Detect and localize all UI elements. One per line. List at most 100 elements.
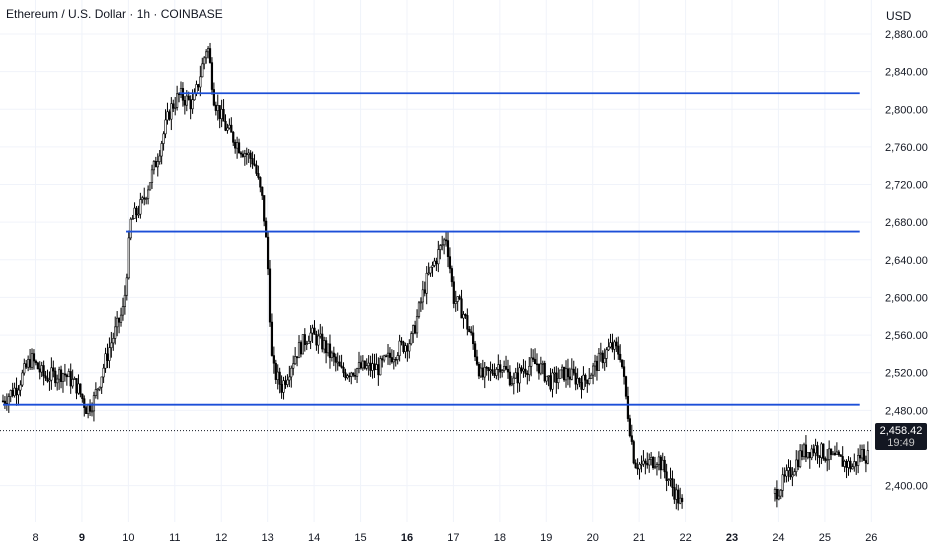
candle-body	[226, 127, 229, 131]
candle-body	[176, 93, 179, 108]
currency-label[interactable]: USD	[886, 9, 912, 23]
candle-body	[112, 338, 115, 344]
candle-body	[781, 474, 784, 491]
candle-body	[388, 352, 392, 358]
candle-body	[632, 441, 635, 464]
candle-body	[156, 161, 159, 168]
candle-body	[344, 372, 347, 379]
candle-body	[359, 362, 363, 369]
candle-body	[106, 353, 109, 361]
candle-body	[321, 333, 324, 350]
candle-body	[352, 372, 355, 376]
candle-body	[214, 104, 217, 111]
y-tick-label: 2,720.00	[885, 180, 928, 192]
candle-body	[613, 341, 616, 350]
x-tick-label: 11	[169, 532, 180, 544]
candle-body	[208, 48, 212, 63]
candle-body	[481, 367, 484, 378]
candle-body	[595, 360, 599, 371]
candle-body	[181, 88, 185, 101]
candle-body	[853, 461, 856, 468]
candle-body	[19, 384, 22, 391]
x-tick-label: 16	[401, 532, 413, 544]
candle-body	[81, 393, 84, 400]
candle-body	[640, 463, 643, 466]
candle-body	[800, 450, 804, 457]
candle-body	[785, 470, 788, 477]
candle-body	[417, 302, 421, 317]
candle-body	[125, 277, 128, 296]
candle-body	[793, 471, 796, 476]
candle-body	[102, 367, 105, 378]
candle-body	[607, 346, 610, 351]
candle-body	[473, 343, 477, 358]
candle-body	[524, 368, 527, 374]
candle-body	[394, 359, 397, 361]
horizontal-levels[interactable]	[3, 92, 860, 406]
candle-body	[257, 173, 260, 178]
candle-body	[373, 363, 376, 371]
candle-body	[603, 358, 606, 364]
candle-body	[448, 256, 452, 269]
candle-body	[348, 375, 351, 377]
x-tick-label: 14	[308, 532, 320, 544]
candle-body	[295, 356, 299, 359]
candle-body	[857, 455, 860, 466]
candle-body	[143, 197, 146, 200]
candle-body	[375, 364, 378, 371]
candle-body	[40, 365, 43, 373]
x-axis[interactable]: 8 9 10 11 12 13 14 15 16 17 18 19 20 21 22 23 24 25 26	[32, 532, 877, 544]
candle-body	[268, 268, 272, 323]
candle-body	[212, 89, 215, 106]
candle-body	[452, 281, 455, 304]
candle-body	[588, 378, 591, 384]
candle-body	[617, 345, 620, 355]
candle-body	[75, 378, 78, 394]
candle-body	[218, 105, 221, 119]
candle-body	[491, 369, 494, 374]
candle-body	[13, 387, 16, 396]
candle-body	[3, 400, 7, 404]
candle-body	[206, 48, 210, 53]
bar-countdown: 19:49	[887, 437, 915, 449]
candle-body	[21, 372, 24, 386]
candle-body	[195, 84, 198, 94]
candle-body	[421, 289, 424, 303]
candle-body	[626, 395, 630, 419]
candle-body	[621, 359, 624, 368]
candle-body	[477, 363, 481, 377]
candle-body	[866, 450, 869, 464]
candle-body	[239, 152, 243, 155]
candle-body	[160, 143, 163, 157]
candle-body	[185, 95, 188, 106]
candle-body	[69, 371, 72, 387]
candle-body	[141, 197, 144, 200]
candle-body	[818, 455, 821, 458]
candle-body	[216, 105, 219, 111]
x-tick-label: 21	[633, 532, 645, 544]
candle-body	[506, 368, 510, 373]
candle-body	[514, 372, 517, 379]
candle-body	[315, 334, 318, 346]
candle-body	[294, 356, 297, 365]
candle-body	[114, 326, 117, 339]
candle-body	[537, 363, 541, 374]
x-tick-label: 9	[79, 532, 85, 544]
y-tick-label: 2,560.00	[885, 330, 928, 342]
candle-body	[510, 383, 513, 386]
candle-body	[568, 376, 571, 380]
candle-body	[28, 359, 32, 368]
candle-body	[147, 189, 150, 199]
x-tick-label: 8	[32, 532, 38, 544]
candle-body	[116, 317, 119, 328]
candle-body	[402, 341, 405, 352]
candle-body	[309, 332, 312, 342]
candle-body	[87, 404, 90, 415]
candle-body	[119, 314, 123, 323]
candle-body	[383, 355, 386, 361]
y-tick-label: 2,400.00	[885, 481, 928, 493]
y-axis[interactable]: 2,880.00 2,840.00 2,800.00 2,760.00 2,720.00…	[885, 29, 928, 493]
x-tick-label: 10	[122, 532, 134, 544]
candle-body	[58, 369, 61, 380]
